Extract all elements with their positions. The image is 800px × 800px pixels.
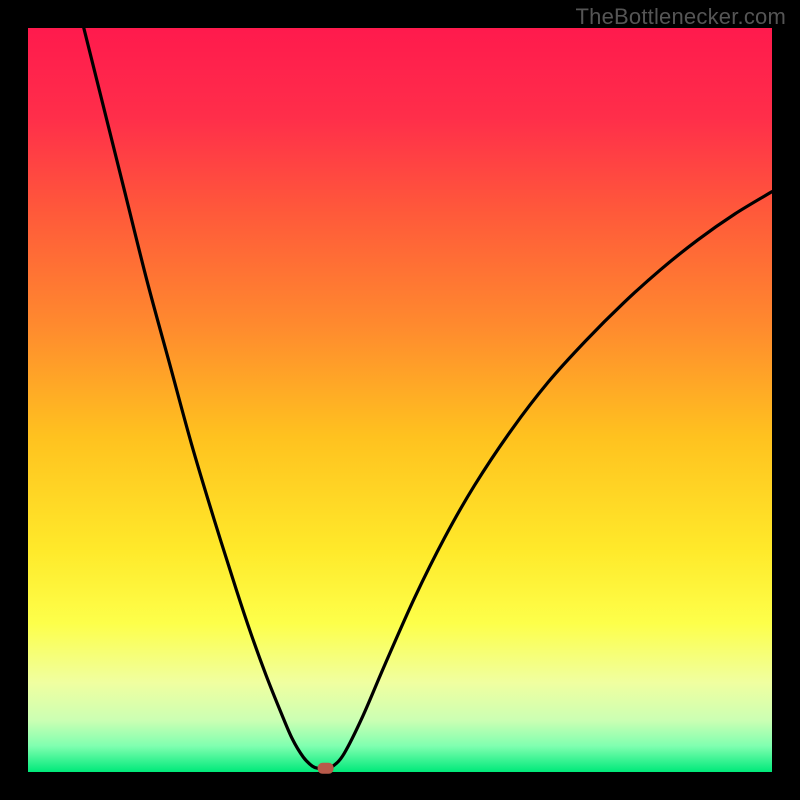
optimal-point-marker <box>318 763 334 774</box>
plot-background <box>28 28 772 772</box>
figure-container: TheBottlenecker.com <box>0 0 800 800</box>
watermark-text: TheBottlenecker.com <box>576 4 786 30</box>
bottleneck-chart <box>0 0 800 800</box>
